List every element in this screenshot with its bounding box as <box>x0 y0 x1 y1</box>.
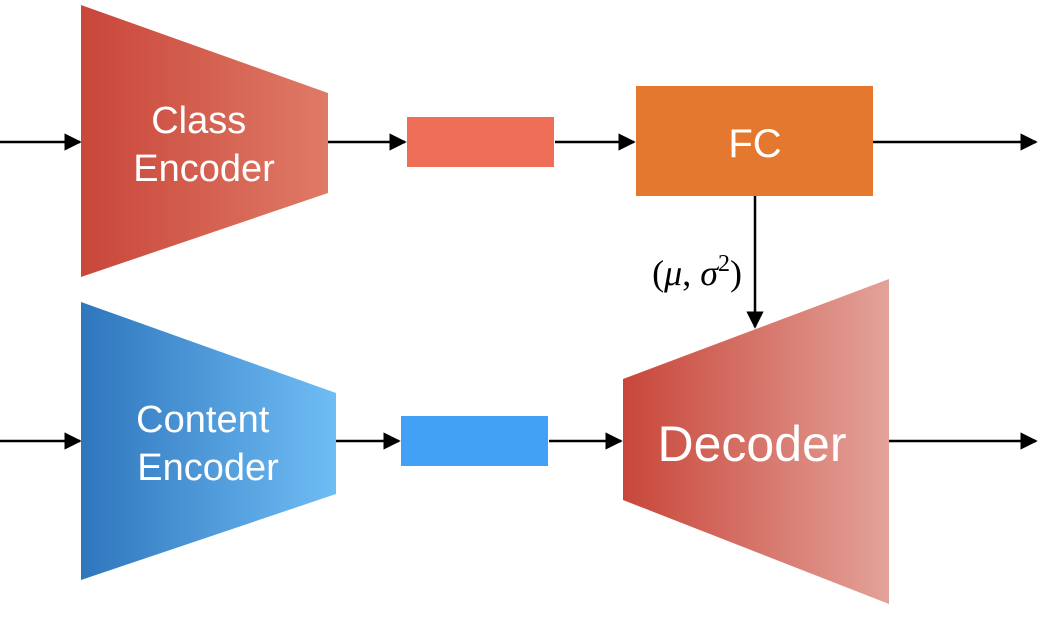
class-code-vector <box>407 117 554 167</box>
fc-label: FC <box>728 122 781 166</box>
content-encoder-block <box>81 302 336 580</box>
decoder-label: Decoder <box>658 416 847 472</box>
svg-text:Content Encoder: Content Encoder <box>136 399 280 489</box>
mu-sigma-label: (μ, σ2) <box>652 251 742 293</box>
mu-symbol: μ <box>663 253 682 293</box>
class-encoder-label-line1: Class <box>151 100 246 142</box>
class-encoder-block <box>81 5 328 277</box>
decoder-block <box>623 279 889 604</box>
content-encoder-label-line1: Content <box>136 399 270 441</box>
mu-sigma-comma: , <box>682 253 700 293</box>
svg-text:Class Encoder: Class Encoder <box>133 100 275 190</box>
mu-sigma-open-paren: ( <box>652 253 664 293</box>
content-code-vector <box>401 416 548 466</box>
sigma-exponent: 2 <box>718 251 730 277</box>
content-encoder-label-line2: Encoder <box>137 447 279 489</box>
mu-sigma-close-paren: ) <box>730 253 742 293</box>
sigma-symbol: σ <box>700 253 719 293</box>
class-encoder-label-line2: Encoder <box>133 148 275 190</box>
fc-block <box>636 86 873 196</box>
